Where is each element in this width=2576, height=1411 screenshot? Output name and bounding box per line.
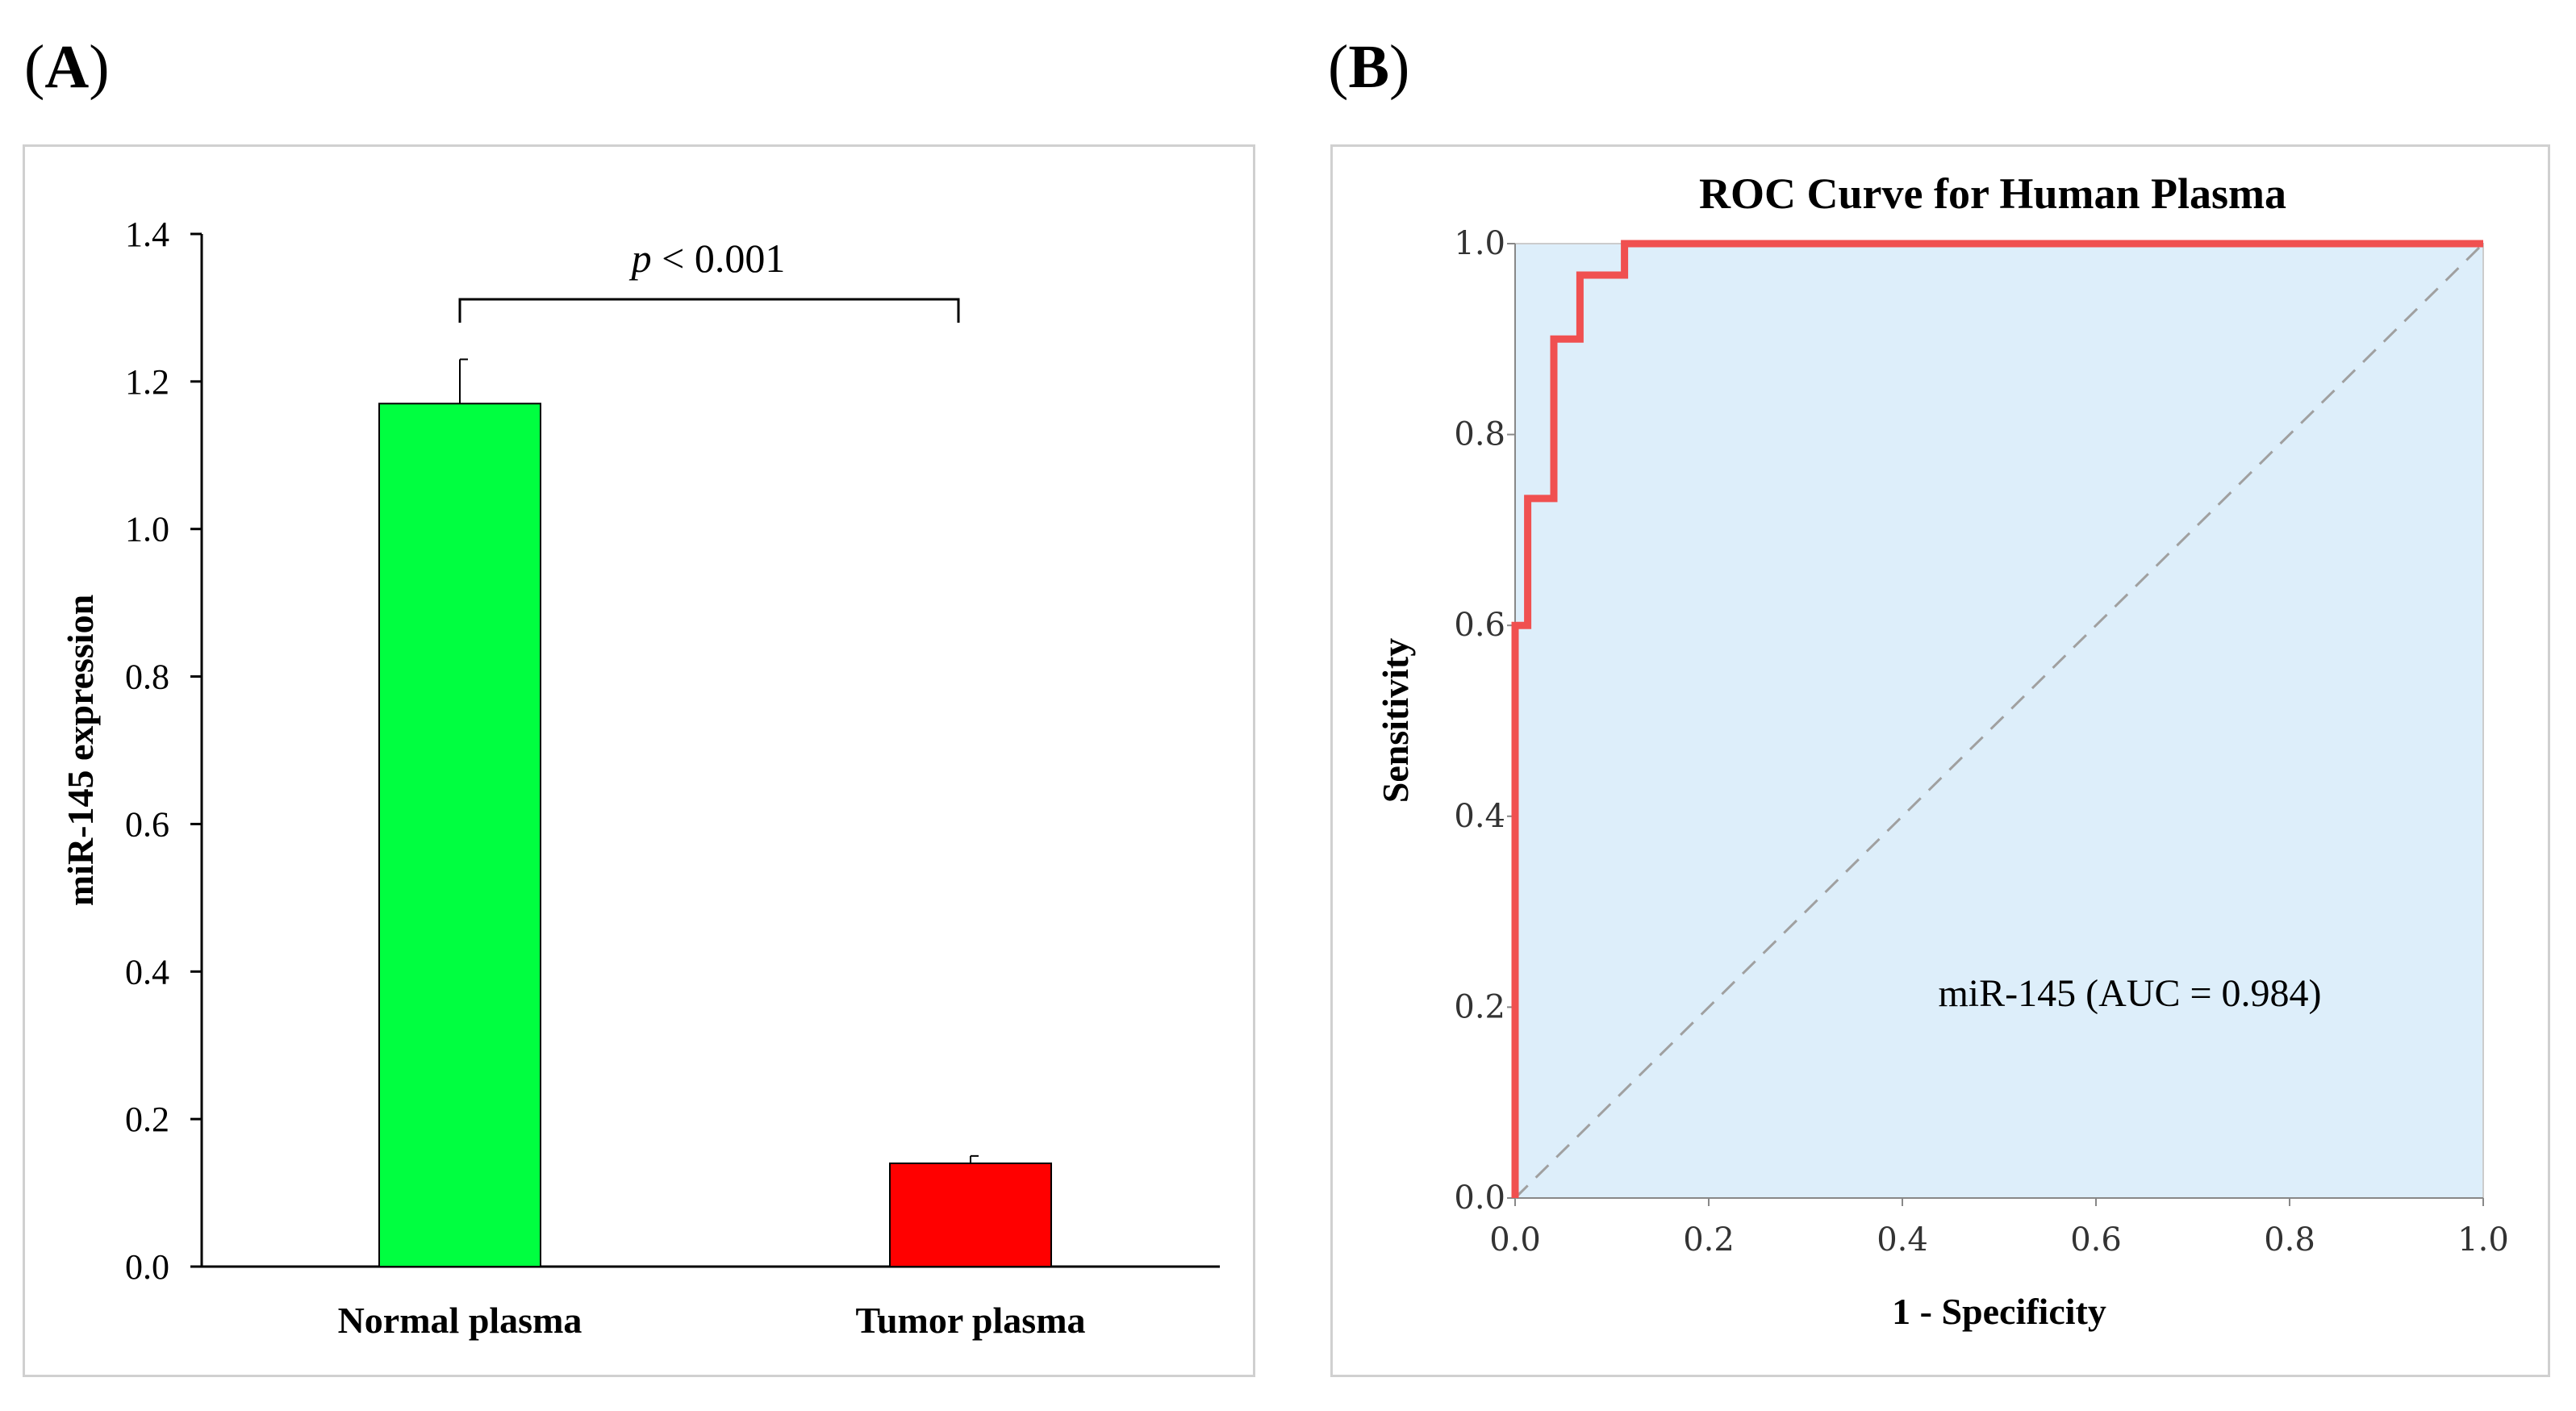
significance-bracket: [458, 298, 960, 323]
y-tick-label: 0.0: [1454, 1179, 1505, 1217]
y-tick-label: 0.4: [1454, 798, 1505, 835]
auc-annotation: miR-145 (AUC = 0.984): [1938, 972, 2321, 1015]
y-tick-label: 0.2: [1454, 988, 1505, 1025]
panel-b-letter: B: [1348, 33, 1390, 101]
panel-a-open-paren: (: [24, 33, 45, 101]
bar-tumor-plasma: [889, 1163, 1052, 1267]
y-tick-label: 0.8: [125, 657, 169, 697]
y-tick-label: 0.2: [125, 1100, 169, 1139]
x-tick-label: 1.0: [2457, 1221, 2509, 1259]
category-label: Normal plasma: [338, 1300, 582, 1341]
p-value-italic-p: p: [629, 236, 652, 281]
y-tick-label: 1.0: [125, 510, 169, 549]
x-tick-label: 0.4: [1877, 1221, 1928, 1259]
y-tick-label: 0.0: [125, 1247, 169, 1287]
x-tick-label: 0.2: [1683, 1221, 1735, 1259]
y-tick-label: 1.2: [125, 362, 169, 402]
roc-chart-title: ROC Curve for Human Plasma: [1699, 169, 2286, 218]
y-tick-label: 0.4: [125, 952, 169, 991]
reference-diagonal-line: [1513, 242, 2485, 1200]
x-tick-label: 0.6: [2070, 1221, 2122, 1259]
panel-a-label: (A): [24, 32, 110, 102]
roc-x-axis-title: 1 - Specificity: [1892, 1291, 2106, 1332]
y-tick-label: 0.8: [1454, 416, 1505, 453]
roc-y-axis-title: Sensitivity: [1375, 638, 1416, 803]
p-value-text: < 0.001: [652, 236, 786, 281]
p-value-annotation: p < 0.001: [629, 236, 786, 281]
bar-normal-plasma: [378, 403, 541, 1267]
y-axis-title: miR-145 expression: [60, 595, 101, 906]
y-tick-label: 1.0: [1454, 225, 1505, 262]
panel-b-close-paren: ): [1389, 33, 1410, 101]
panel-a-close-paren: ): [89, 33, 110, 101]
x-tick-label: 0.0: [1489, 1221, 1541, 1259]
panel-a-letter: A: [44, 33, 90, 101]
x-tick-label: 0.8: [2264, 1221, 2315, 1259]
panel-b-label: (B): [1328, 32, 1409, 102]
y-tick-label: 1.4: [125, 215, 169, 254]
y-tick-label: 0.6: [125, 804, 169, 844]
y-tick-label: 0.6: [1454, 607, 1505, 644]
category-label: Tumor plasma: [855, 1300, 1085, 1341]
roc-curve-line: [1511, 240, 2483, 1198]
panel-b-open-paren: (: [1328, 33, 1349, 101]
